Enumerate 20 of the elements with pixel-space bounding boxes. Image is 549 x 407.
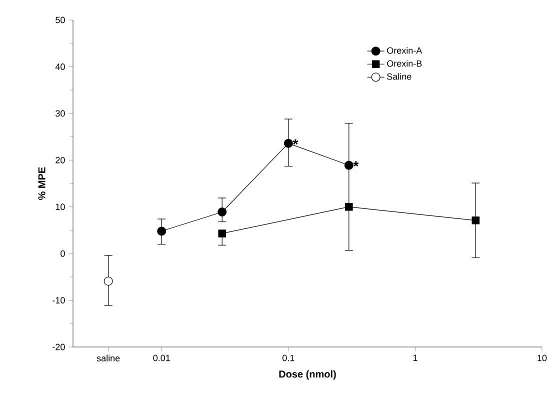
y-tick-label: 50 [56,16,65,24]
legend-label: Orexin-B [387,60,422,67]
y-tick-label: 0 [60,250,65,257]
legend-label: Orexin-A [387,47,422,54]
x-tick-label: 10 [538,354,547,362]
y-tick-label: -10 [52,297,65,304]
annotation: * [353,161,359,167]
annotation: * [292,139,298,145]
y-axis-title: % MPE [38,167,46,200]
x-tick-label: 0.01 [153,354,170,362]
y-tick-label: 30 [56,110,65,117]
x-tick-label: 0.1 [282,354,294,362]
x-axis-title: Dose (nmol) [279,370,336,380]
x-tick-label: saline [96,354,120,362]
legend-label: Saline [387,73,412,80]
y-tick-label: -20 [52,344,65,350]
y-tick-label: 10 [56,204,65,210]
x-tick-label: 1 [413,354,418,361]
y-tick-label: 20 [56,156,65,164]
y-tick-label: 40 [55,64,65,70]
